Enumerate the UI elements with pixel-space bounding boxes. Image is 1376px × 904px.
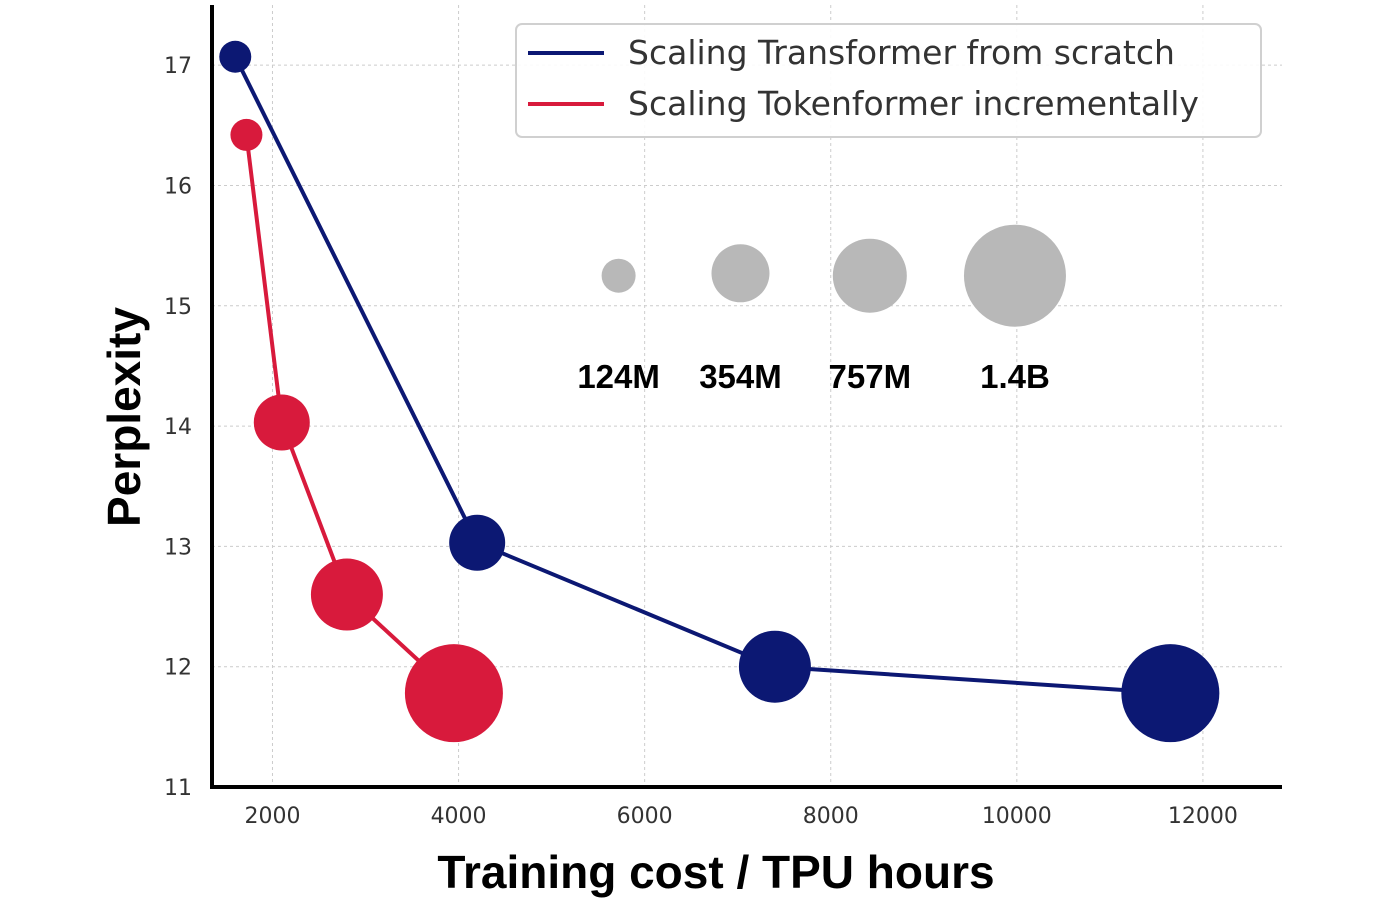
- y-tick-label: 16: [164, 174, 192, 199]
- x-tick-label: 12000: [1168, 804, 1238, 829]
- x-tick-label: 8000: [803, 804, 859, 829]
- size-legend-label: 354M: [699, 358, 782, 395]
- legend-box: [515, 23, 1262, 138]
- y-tick-label: 11: [164, 776, 192, 801]
- series-layer: [219, 40, 1220, 743]
- data-point-transformer: [449, 514, 506, 571]
- y-tick-label: 12: [164, 656, 192, 681]
- size-legend-circle: [601, 258, 636, 293]
- y-tick-label: 15: [164, 295, 192, 320]
- data-point-tokenformer: [404, 644, 503, 743]
- data-point-transformer: [219, 40, 252, 73]
- data-point-transformer: [1121, 644, 1220, 743]
- data-point-transformer: [738, 630, 811, 703]
- y-axis-title: Perplexity: [98, 307, 150, 527]
- x-axis-title: Training cost / TPU hours: [437, 846, 994, 898]
- size-legend-label: 1.4B: [980, 358, 1050, 395]
- axes: [210, 5, 1282, 789]
- series-line-transformer: [233, 55, 1171, 696]
- y-tick-label: 17: [164, 54, 192, 79]
- y-tick-label: 14: [164, 415, 192, 440]
- legend-label-tokenformer: Scaling Tokenformer incrementally: [628, 84, 1199, 123]
- size-legend-circle: [963, 224, 1066, 327]
- series-line-tokenformer: [244, 134, 456, 695]
- size-legend-circle: [832, 238, 907, 313]
- size-legend-label: 124M: [577, 358, 660, 395]
- x-tick-label: 2000: [244, 804, 300, 829]
- data-point-tokenformer: [230, 118, 263, 151]
- x-tick-label: 4000: [431, 804, 487, 829]
- size-legend: 124M 354M 757M 1.4B: [577, 224, 1066, 395]
- legend: Scaling Transformer from scratch Scaling…: [515, 23, 1262, 138]
- tick-labels: 2000 4000 6000 8000 10000 12000 11 12 13 14 15 16 17: [164, 54, 1238, 829]
- size-legend-circle: [711, 244, 770, 303]
- size-legend-label: 757M: [829, 358, 912, 395]
- data-point-tokenformer: [310, 558, 383, 631]
- x-tick-label: 6000: [617, 804, 673, 829]
- x-tick-label: 10000: [982, 804, 1052, 829]
- data-point-tokenformer: [253, 394, 310, 451]
- y-tick-label: 13: [164, 535, 192, 560]
- legend-label-transformer: Scaling Transformer from scratch: [628, 33, 1175, 72]
